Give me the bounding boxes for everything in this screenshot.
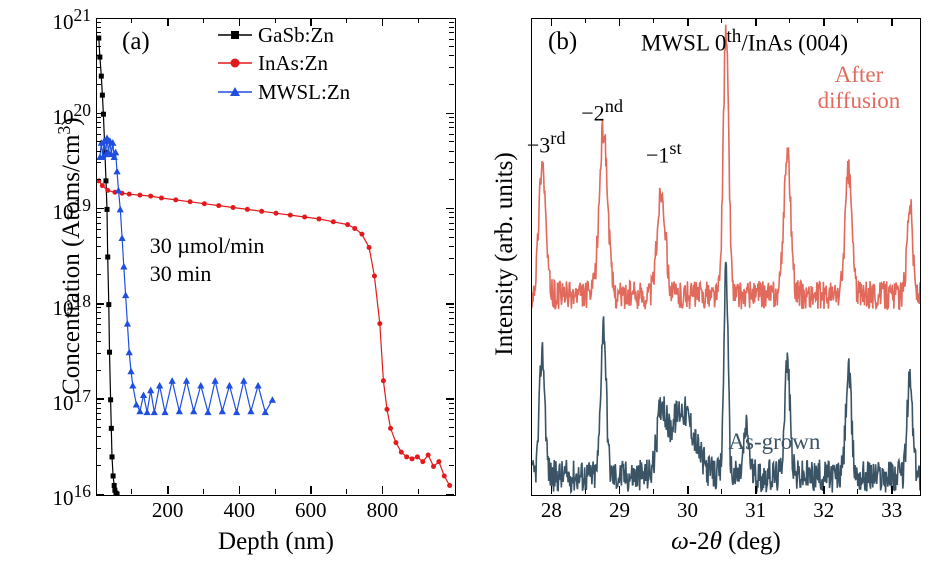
order-label: −3rd <box>527 128 566 158</box>
ytick-a: 1018 <box>36 291 91 321</box>
label-after: Afterdiffusion <box>804 62 914 115</box>
ylabel-b: Intensity (arb. units) <box>491 44 519 464</box>
xtick-b: 28 <box>531 498 571 523</box>
conditions-anno: 30 µmol/min30 min <box>150 232 265 287</box>
legend-item-mwsl: MWSL:Zn <box>218 79 350 105</box>
legend-item-inas: InAs:Zn <box>218 50 350 76</box>
panel-b-title: MWSL 0th/InAs (004) <box>641 26 848 57</box>
legend-a: GaSb:Zn InAs:Zn MWSL:Zn <box>218 22 350 107</box>
xlabel-a: Depth (nm) <box>96 528 456 556</box>
panel-tag-a: (a) <box>122 28 150 56</box>
ytick-a: 1021 <box>36 5 91 35</box>
legend-swatch-gasb <box>218 28 252 42</box>
xtick-a: 400 <box>214 498 264 523</box>
xtick-a: 800 <box>357 498 407 523</box>
panel-a: Concentration (Atoms/cm3) Depth (nm) (a)… <box>0 0 475 571</box>
panel-b: Intensity (arb. units) ω-2θ (deg) (b) 28… <box>475 0 930 571</box>
ytick-a: 1016 <box>36 481 91 511</box>
xtick-b: 30 <box>668 498 708 523</box>
order-label: −2nd <box>581 96 623 126</box>
ytick-a: 1020 <box>36 100 91 130</box>
xtick-b: 29 <box>599 498 639 523</box>
legend-swatch-mwsl <box>218 85 252 99</box>
trace-InAs_Zn <box>99 181 450 486</box>
ytick-a: 1019 <box>36 195 91 225</box>
xtick-b: 33 <box>872 498 912 523</box>
xtick-a: 200 <box>143 498 193 523</box>
legend-swatch-inas <box>218 56 252 70</box>
order-label: −1st <box>646 138 682 168</box>
figure-root: Concentration (Atoms/cm3) Depth (nm) (a)… <box>0 0 930 571</box>
trace-GaSb_Zn <box>99 38 117 494</box>
xtick-b: 31 <box>736 498 776 523</box>
ytick-a: 1017 <box>36 386 91 416</box>
xtick-a: 600 <box>286 498 336 523</box>
panel-tag-b: (b) <box>548 28 577 56</box>
label-asgrown: As-grown <box>728 429 820 455</box>
xtick-b: 32 <box>804 498 844 523</box>
legend-label-inas: InAs:Zn <box>258 50 328 76</box>
xlabel-b: ω-2θ (deg) <box>531 528 921 556</box>
legend-label-gasb: GaSb:Zn <box>258 22 334 48</box>
legend-label-mwsl: MWSL:Zn <box>258 79 350 105</box>
